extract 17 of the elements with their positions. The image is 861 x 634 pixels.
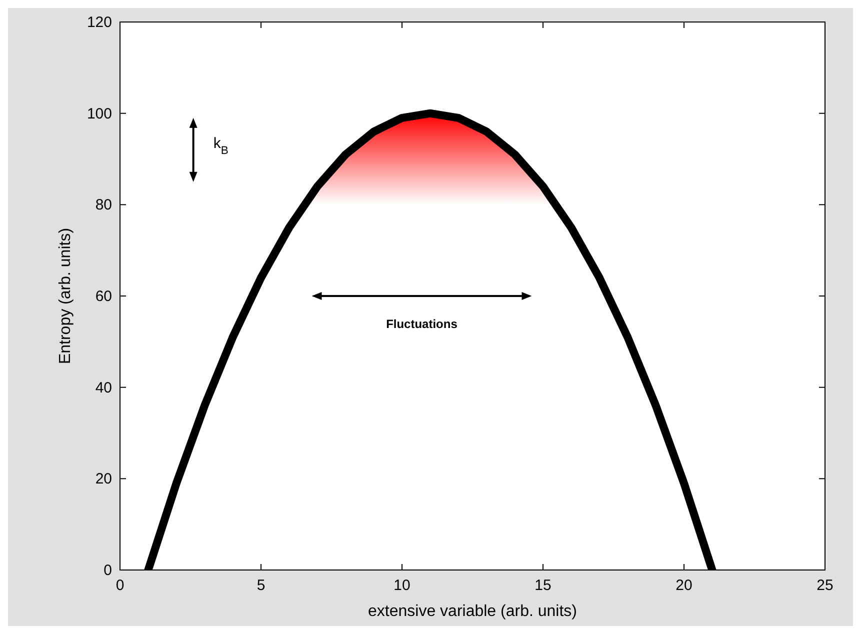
y-axis-title: Entropy (arb. units) [57, 228, 74, 364]
y-tick-label: 120 [86, 14, 112, 31]
y-tick-label: 20 [95, 470, 112, 488]
annotation: k$_{B}$ [213, 134, 228, 157]
annotation: Fluctuations [386, 317, 458, 331]
y-tick-label: 100 [86, 105, 112, 122]
y-tick-label: 0 [104, 562, 112, 579]
y-tick-label: 40 [95, 379, 112, 396]
x-tick-label: 20 [676, 577, 692, 594]
y-tick-label: 60 [95, 288, 112, 305]
x-tick-label: 25 [816, 577, 834, 594]
x-tick-label: 15 [534, 577, 552, 594]
y-tick-label: 80 [95, 196, 112, 214]
x-tick-label: 0 [116, 577, 124, 594]
x-tick-label: 10 [394, 577, 410, 594]
x-axis-title: extensive variable (arb. units) [368, 603, 577, 620]
x-tick-label: 5 [256, 577, 266, 594]
